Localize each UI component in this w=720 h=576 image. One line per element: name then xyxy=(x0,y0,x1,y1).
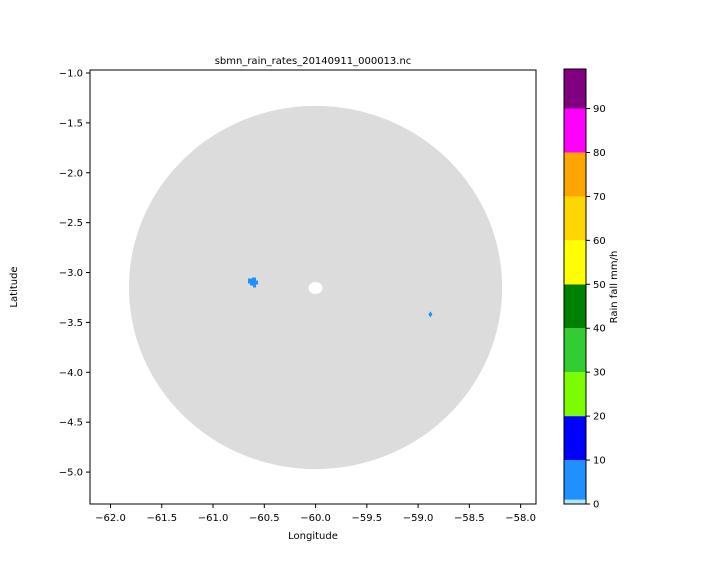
x-tick-label: −58.0 xyxy=(505,513,536,524)
rain-cell xyxy=(428,311,433,318)
x-tick-label: −59.5 xyxy=(351,513,382,524)
colorbar-segment xyxy=(564,460,586,500)
colorbar-tick-label: 0 xyxy=(593,500,599,511)
colorbar-segment xyxy=(564,69,586,109)
y-tick-label: −3.5 xyxy=(59,318,83,329)
colorbar-segment xyxy=(564,108,586,153)
y-tick-label: −4.0 xyxy=(59,368,83,379)
y-axis-label: Latitude xyxy=(9,266,20,307)
y-tick-label: −4.5 xyxy=(59,418,83,429)
colorbar-segment xyxy=(564,284,586,329)
colorbar-tick-label: 90 xyxy=(593,104,606,115)
colorbar-segment xyxy=(564,416,586,461)
colorbar-segment xyxy=(564,372,586,417)
plot-area xyxy=(128,105,503,470)
colorbar-tick-label: 70 xyxy=(593,192,606,203)
y-tick-label: −1.0 xyxy=(59,68,83,79)
colorbar-segment xyxy=(564,240,586,285)
x-tick-label: −61.5 xyxy=(146,513,177,524)
x-tick-label: −61.0 xyxy=(198,513,229,524)
plot-frame xyxy=(89,69,537,505)
x-tick-label: −60.0 xyxy=(300,513,331,524)
colorbar-tick-label: 80 xyxy=(593,148,606,159)
colorbar-tick-label: 30 xyxy=(593,368,606,379)
rain-cell xyxy=(247,277,258,288)
colorbar-frame xyxy=(563,68,587,505)
x-axis-label: Longitude xyxy=(288,531,338,542)
colorbar-tick-label: 60 xyxy=(593,236,606,247)
x-axis: −62.0 −61.5 −61.0 −60.5 −60.0 −59.5 −59.0 −58.5… xyxy=(95,504,536,524)
y-tick-label: −2.5 xyxy=(59,218,83,229)
colorbar-tick-label: 20 xyxy=(593,412,606,423)
colorbar: 0 10 20 30 40 50 60 70 80 90 xyxy=(563,68,606,511)
radar-site-gap xyxy=(308,281,323,294)
colorbar-tick-label: 10 xyxy=(593,456,606,467)
colorbar-tick-label: 40 xyxy=(593,324,606,335)
x-tick-label: −62.0 xyxy=(95,513,126,524)
chart-title: sbmn_rain_rates_20140911_000013.nc xyxy=(215,56,412,67)
colorbar-segment xyxy=(564,196,586,241)
y-axis: −1.0 −1.5 −2.0 −2.5 −3.0 −3.5 −4.0 −4.5 −5.0 xyxy=(59,68,90,479)
colorbar-label: Rain fall mm/h xyxy=(609,251,620,324)
x-tick-label: −58.5 xyxy=(454,513,485,524)
x-tick-label: −59.0 xyxy=(403,513,434,524)
x-tick-label: −60.5 xyxy=(249,513,280,524)
y-tick-label: −2.0 xyxy=(59,168,83,179)
y-tick-label: −5.0 xyxy=(59,468,83,479)
y-tick-label: −1.5 xyxy=(59,118,83,129)
colorbar-segment xyxy=(564,499,586,504)
colorbar-tick-label: 50 xyxy=(593,280,606,291)
colorbar-segment xyxy=(564,328,586,373)
y-tick-label: −3.0 xyxy=(59,268,83,279)
colorbar-segment xyxy=(564,152,586,197)
